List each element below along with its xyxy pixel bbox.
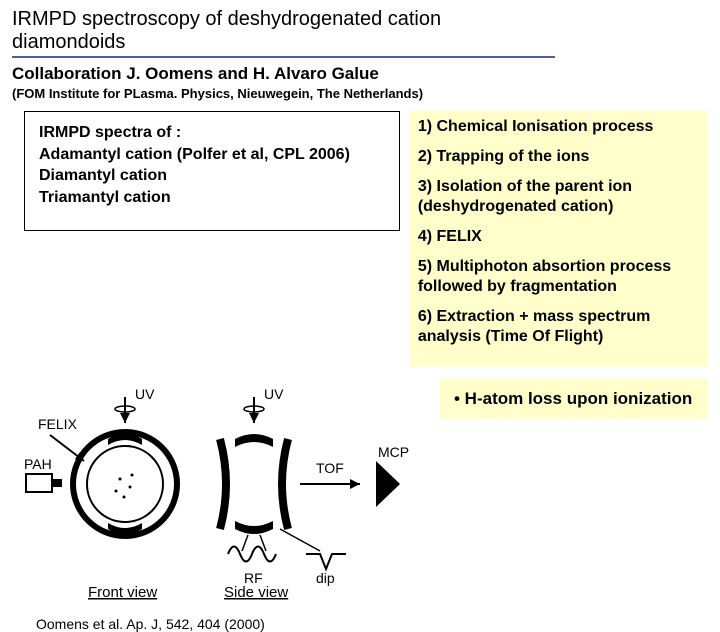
step-4: 4) FELIX bbox=[418, 227, 700, 247]
spectra-l2: Adamantyl cation (Polfer et al, CPL 2006… bbox=[39, 144, 385, 166]
spectra-l3: Diamantyl cation bbox=[39, 165, 385, 187]
label-uv2: UV bbox=[264, 386, 284, 402]
label-mcp: MCP bbox=[378, 444, 409, 460]
step-1: 1) Chemical Ionisation process bbox=[418, 117, 700, 137]
label-felix: FELIX bbox=[38, 416, 78, 432]
citation: Oomens et al. Ap. J, 542, 404 (2000) bbox=[36, 616, 420, 632]
spectra-box: IRMPD spectra of : Adamantyl cation (Pol… bbox=[24, 111, 400, 231]
label-tof: TOF bbox=[316, 460, 344, 476]
step-2: 2) Trapping of the ions bbox=[418, 147, 700, 167]
step-3: 3) Isolation of the parent ion (deshydro… bbox=[418, 177, 700, 217]
label-pah: PAH bbox=[24, 456, 52, 472]
step-5: 5) Multiphoton absortion process followe… bbox=[418, 257, 700, 297]
diagram-col: PAH FELIX UV UV TOF MCP RF dip Front vie… bbox=[12, 375, 420, 632]
institute: (FOM Institute for PLasma. Physics, Nieu… bbox=[12, 86, 708, 101]
label-uv1: UV bbox=[135, 386, 155, 402]
bottom-row: PAH FELIX UV UV TOF MCP RF dip Front vie… bbox=[12, 375, 708, 632]
label-dip: dip bbox=[316, 570, 335, 586]
spectra-l4: Triamantyl cation bbox=[39, 187, 385, 209]
page-title: IRMPD spectroscopy of deshydrogenated ca… bbox=[12, 8, 555, 58]
steps-box: 1) Chemical Ionisation process 2) Trappi… bbox=[410, 111, 708, 367]
collaboration: Collaboration J. Oomens and H. Alvaro Ga… bbox=[12, 64, 708, 84]
spectra-l1: IRMPD spectra of : bbox=[39, 122, 385, 144]
label-side: Side view bbox=[224, 584, 288, 601]
apparatus-diagram: PAH FELIX UV UV TOF MCP RF dip Front vie… bbox=[20, 379, 420, 604]
bullet-box: • H-atom loss upon ionization bbox=[440, 379, 708, 419]
label-front: Front view bbox=[88, 584, 157, 601]
content-row: IRMPD spectra of : Adamantyl cation (Pol… bbox=[12, 111, 708, 367]
step-6: 6) Extraction + mass spectrum analysis (… bbox=[418, 307, 700, 347]
